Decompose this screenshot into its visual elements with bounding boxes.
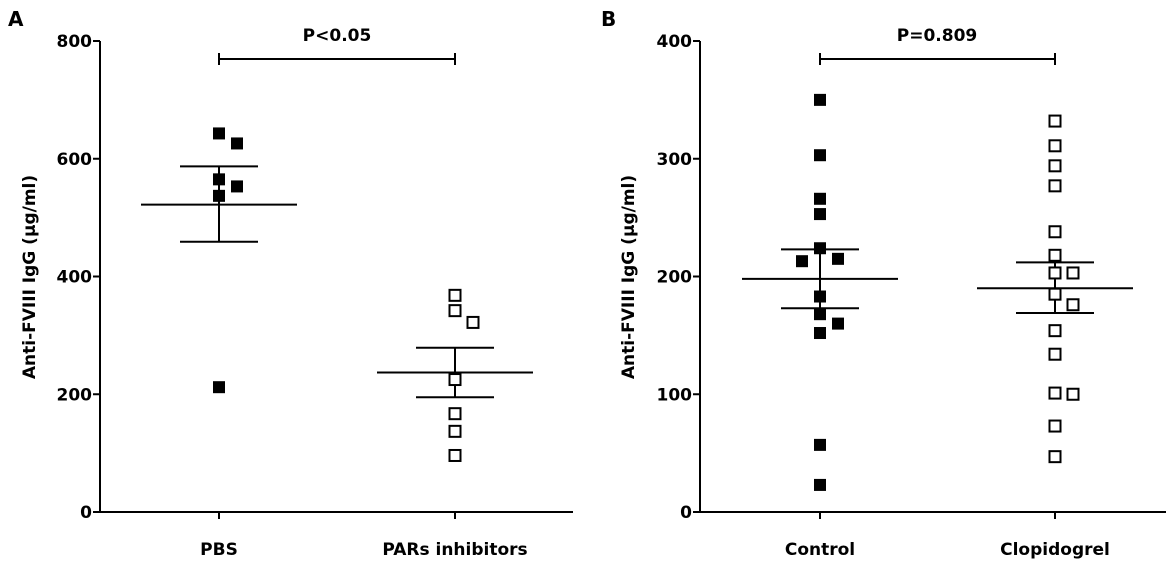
panel-a-y-tick-label-4: 800 (57, 32, 93, 52)
panel-b-point-1-10 (1048, 324, 1062, 338)
chart-marks: 0 200 400 600 800 0 100 200 300 400 (57, 32, 1166, 523)
panel-b-point-1-13 (1066, 387, 1080, 401)
panel-b-point-1-4 (1048, 225, 1062, 239)
panel-b-point-1-11 (1048, 347, 1062, 361)
panel-b-point-0-6 (796, 255, 808, 268)
panel-b-category-label-1: Clopidogrel (1000, 540, 1110, 560)
panel-a-point-0-1 (231, 137, 243, 150)
panel-b-point-0-10 (814, 327, 826, 340)
panel-b-point-0-7 (814, 290, 826, 303)
panel-b-point-0-5 (832, 252, 844, 265)
panel-a-point-0-2 (213, 173, 225, 186)
panel-b-y-tick-label-0: 0 (680, 503, 692, 523)
panel-b-point-1-7 (1066, 266, 1080, 280)
panel-b-point-1-6 (1048, 266, 1062, 280)
panel-a-point-1-2 (466, 315, 480, 329)
panel-b-point-0-3 (814, 208, 826, 221)
panel-a-y-tick-label-0: 0 (80, 503, 92, 523)
panel-a-point-1-0 (448, 288, 462, 302)
panel-b-point-1-8 (1048, 287, 1062, 301)
panel-a-category-label-0: PBS (200, 540, 238, 560)
panel-a-point-1-5 (448, 424, 462, 438)
panel-b-category-label-0: Control (785, 540, 855, 560)
panel-a-y-axis-label: Anti-FVIII IgG (µg/ml) (20, 175, 40, 379)
panel-b-p-value: P=0.809 (897, 26, 977, 46)
panel-b-point-0-12 (814, 478, 826, 491)
panel-a-y-tick-label-1: 200 (57, 385, 93, 405)
panel-a-letter: A (8, 7, 24, 31)
panel-a-point-0-4 (213, 189, 225, 202)
panel-a-point-0-5 (213, 381, 225, 394)
panel-a-point-1-3 (448, 373, 462, 387)
panel-b-point-0-9 (832, 317, 844, 330)
panel-a-point-1-1 (448, 304, 462, 318)
panel-b-point-0-8 (814, 308, 826, 321)
panel-b-letter: B (601, 7, 616, 31)
panel-b-point-0-11 (814, 438, 826, 451)
panel-b-point-1-15 (1048, 450, 1062, 464)
panel-b-point-1-2 (1048, 159, 1062, 173)
panel-b-y-tick-label-1: 100 (657, 385, 693, 405)
panel-b-point-0-1 (814, 149, 826, 162)
panel-b-point-1-14 (1048, 419, 1062, 433)
panel-b-y-axis-label: Anti-FVIII IgG (µg/ml) (619, 175, 639, 379)
panel-b-point-0-0 (814, 93, 826, 106)
panel-a-point-0-0 (213, 127, 225, 140)
panel-b-point-1-5 (1048, 248, 1062, 262)
panel-b-point-1-3 (1048, 179, 1062, 193)
panel-b-point-1-12 (1048, 386, 1062, 400)
panel-b-point-1-0 (1048, 114, 1062, 128)
panel-a-p-value: P<0.05 (303, 26, 372, 46)
panel-b-point-0-2 (814, 192, 826, 205)
panel-a-point-0-3 (231, 180, 243, 193)
panel-b-point-0-4 (814, 242, 826, 255)
panel-b-y-tick-label-4: 400 (657, 32, 693, 52)
panel-b-y-tick-label-2: 200 (657, 268, 693, 288)
panel-b-point-1-9 (1066, 298, 1080, 312)
panel-a-point-1-6 (448, 448, 462, 462)
panel-a-y-tick-label-3: 600 (57, 150, 93, 170)
panel-a-category-label-1: PARs inhibitors (382, 540, 527, 560)
panel-a-y-tick-label-2: 400 (57, 268, 93, 288)
panel-b-point-1-1 (1048, 139, 1062, 153)
panel-b-y-tick-label-3: 300 (657, 150, 693, 170)
panel-a-point-1-4 (448, 407, 462, 421)
